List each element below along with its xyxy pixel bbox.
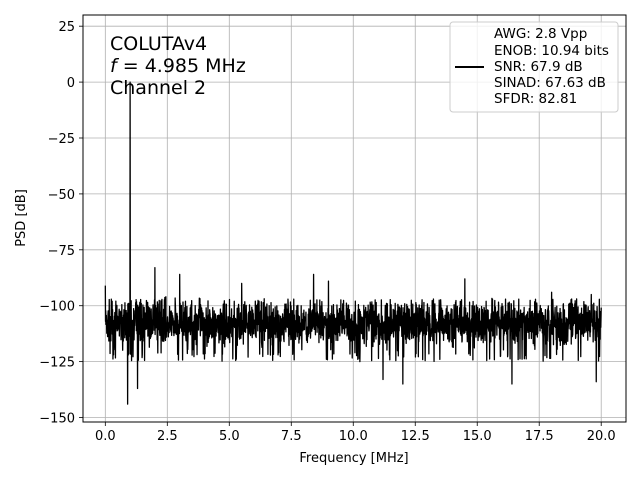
x-tick-label: 7.5: [281, 429, 302, 444]
y-tick-label: −150: [39, 412, 75, 427]
x-tick-label: 2.5: [157, 429, 178, 444]
legend-entry-awg: AWG: 2.8 Vpp: [494, 26, 587, 42]
y-tick-label: −125: [39, 356, 75, 371]
y-tick-label: 0: [67, 76, 75, 91]
y-tick-label: −100: [39, 300, 75, 315]
x-axis-label: Frequency [MHz]: [299, 451, 408, 466]
x-axis-ticks: 0.0 2.5 5.0 7.5 10.0 12.5 15.0 17.5 20.0: [95, 422, 616, 444]
y-tick-label: 25: [58, 20, 75, 35]
x-tick-label: 15.0: [463, 429, 492, 444]
annotation-block: COLUTAv4 f = 4.985 MHz Channel 2: [110, 33, 246, 99]
series-layer: [104, 81, 602, 405]
y-axis-label: PSD [dB]: [14, 189, 29, 247]
y-tick-label: −50: [48, 188, 75, 203]
x-tick-label: 5.0: [219, 429, 240, 444]
legend: AWG: 2.8 Vpp ENOB: 10.94 bits SNR: 67.9 …: [449, 21, 619, 113]
y-tick-label: −25: [48, 132, 75, 147]
annotation-frequency-value: = 4.985 MHz: [117, 55, 246, 77]
x-tick-label: 10.0: [339, 429, 368, 444]
psd-series-line: [104, 81, 602, 405]
legend-entry-sinad: SINAD: 67.63 dB: [494, 75, 606, 91]
legend-entry-enob: ENOB: 10.94 bits: [494, 43, 609, 59]
annotation-frequency: f = 4.985 MHz: [110, 55, 246, 77]
annotation-device: COLUTAv4: [110, 33, 207, 55]
annotation-frequency-var: f: [110, 55, 120, 77]
legend-entry-sfdr: SFDR: 82.81: [494, 91, 577, 107]
legend-entry-snr: SNR: 67.9 dB: [494, 59, 583, 75]
x-tick-label: 12.5: [401, 429, 430, 444]
plot-frame: [82, 14, 627, 423]
y-tick-label: −75: [48, 244, 75, 259]
y-axis-ticks: 25 0 −25 −50 −75 −100 −125 −150: [39, 20, 83, 427]
x-tick-label: 20.0: [587, 429, 616, 444]
x-tick-label: 17.5: [525, 429, 554, 444]
annotation-channel: Channel 2: [110, 77, 206, 99]
x-tick-label: 0.0: [95, 429, 116, 444]
legend-box: [449, 21, 619, 113]
grid: [83, 15, 626, 422]
